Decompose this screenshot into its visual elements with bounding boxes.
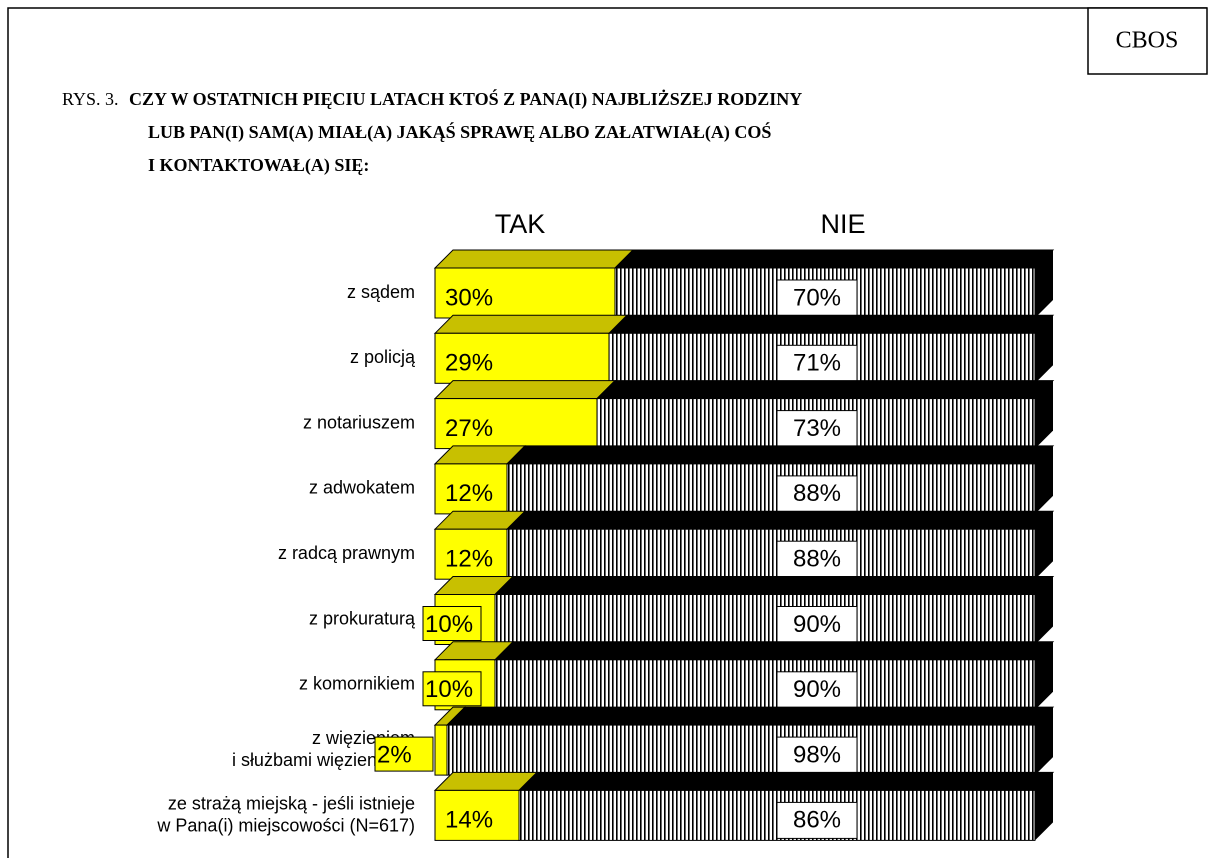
- value-label: 12%: [445, 480, 493, 507]
- value-label: 12%: [445, 546, 493, 573]
- bar-front: [506, 528, 1036, 580]
- bar-front: [434, 398, 598, 450]
- frame: [7, 7, 1207, 858]
- bar-segment: [433, 445, 527, 515]
- bar-segment: [433, 314, 629, 384]
- value-label: 10%: [425, 611, 473, 638]
- value-label: 90%: [793, 676, 841, 703]
- value-label: 29%: [445, 350, 493, 377]
- bar-front: [434, 528, 508, 580]
- bar-top: [517, 771, 1055, 791]
- bar-top: [505, 445, 1055, 465]
- category-label: z komornikiem: [299, 674, 415, 694]
- value-label: 90%: [793, 611, 841, 638]
- label-box: [776, 801, 858, 839]
- bar-front: [494, 659, 1036, 711]
- bar-side: [1035, 576, 1053, 645]
- value-label: 10%: [425, 676, 473, 703]
- bar-side: [1035, 380, 1053, 449]
- brand-box: [1087, 7, 1208, 75]
- series-header: NIE: [820, 209, 865, 239]
- bar-top: [595, 380, 1055, 400]
- label-box: [776, 475, 858, 513]
- bar-top: [607, 314, 1055, 334]
- bar-top: [433, 249, 635, 269]
- bar-segment: [433, 249, 635, 319]
- bar-segment: [493, 641, 1055, 711]
- bar-side: [1035, 315, 1053, 384]
- bar-front: [434, 724, 448, 776]
- value-label: 73%: [793, 415, 841, 442]
- value-label: 86%: [793, 807, 841, 834]
- value-label: 98%: [793, 741, 841, 768]
- value-label: 14%: [445, 807, 493, 834]
- bar-front: [434, 267, 616, 319]
- bar-front: [434, 789, 520, 841]
- label-box: [776, 671, 858, 709]
- label-box: [776, 540, 858, 578]
- bar-top: [493, 576, 1055, 595]
- value-label: 2%: [377, 741, 412, 768]
- category-label: z radcą prawnym: [278, 543, 415, 563]
- bar-segment: [433, 706, 467, 776]
- category-label: ze strażą miejską - jeśli istnieje w Pana…: [156, 793, 415, 835]
- label-box: [776, 410, 858, 448]
- bar-top: [493, 641, 1055, 661]
- brand: CBOS: [1116, 28, 1179, 54]
- category-label: z policją: [350, 347, 416, 367]
- bar-top: [433, 380, 617, 400]
- value-label: 88%: [793, 546, 841, 573]
- bar-top: [445, 706, 1055, 726]
- bar-top: [613, 249, 1055, 269]
- bar-segment: [445, 706, 1055, 776]
- bar-side: [1035, 445, 1053, 514]
- label-box: [776, 279, 858, 317]
- bar-segment: [433, 380, 617, 450]
- label-box: [374, 736, 434, 772]
- value-label: 71%: [793, 350, 841, 377]
- bar-top: [433, 314, 629, 334]
- category-label: z sądem: [347, 282, 415, 302]
- bar-top: [505, 510, 1055, 530]
- bar-front: [434, 463, 508, 515]
- bar-segment: [493, 576, 1055, 645]
- value-label: 30%: [445, 284, 493, 311]
- value-label: 27%: [445, 415, 493, 442]
- series-header: TAK: [495, 209, 546, 239]
- title-line: CZY W OSTATNICH PIĘCIU LATACH KTOŚ Z PAN…: [129, 88, 802, 110]
- label-box: [422, 606, 482, 641]
- bar-side: [1035, 707, 1053, 776]
- bar-side: [1035, 641, 1053, 710]
- value-label: 88%: [793, 480, 841, 507]
- bar-front: [494, 594, 1036, 645]
- bar-side: [1035, 772, 1053, 841]
- bar-segment: [505, 510, 1055, 580]
- value-label: 70%: [793, 284, 841, 311]
- category-label: z prokuraturą: [309, 608, 416, 628]
- title-line: LUB PAN(I) SAM(A) MIAŁ(A) JAKĄŚ SPRAWĘ A…: [148, 121, 771, 143]
- bar-segment: [433, 771, 539, 841]
- category-label: z adwokatem: [309, 478, 415, 498]
- bar-side: [1035, 511, 1053, 580]
- bar-front: [434, 332, 610, 384]
- bar-front: [446, 724, 1036, 776]
- category-label: z notariuszem: [303, 412, 415, 432]
- title-line: I KONTAKTOWAŁ(A) SIĘ:: [148, 155, 369, 176]
- bar-front: [506, 463, 1036, 515]
- label-box: [422, 671, 482, 707]
- figure-label: RYS. 3.: [62, 89, 119, 109]
- bar-side: [1035, 250, 1053, 318]
